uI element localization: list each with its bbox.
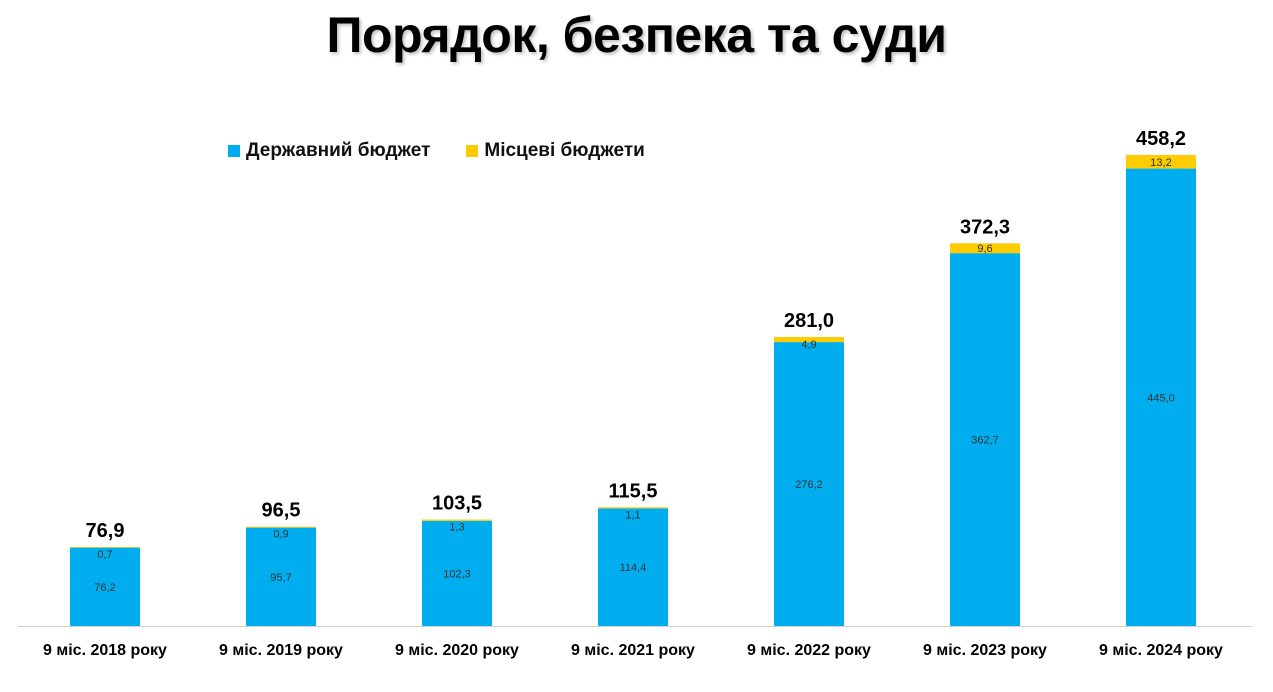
data-label: 0,9 (273, 529, 288, 541)
bar-local-segment (70, 546, 140, 548)
total-label: 76,9 (86, 520, 125, 542)
data-label: 114,4 (620, 562, 647, 574)
x-tick-label: 9 міс. 2019 року (219, 642, 343, 659)
x-tick-label: 9 міс. 2021 року (571, 642, 695, 659)
bar-state-segment (70, 547, 140, 626)
data-label: 95,7 (270, 572, 291, 584)
legend: Державний бюджет Місцеві бюджети (228, 140, 645, 162)
total-label: 115,5 (609, 480, 658, 502)
bar-state-segment (1126, 168, 1196, 627)
data-label: 76,2 (94, 582, 115, 594)
data-label: 445,0 (1147, 392, 1175, 404)
x-tick-label: 9 міс. 2020 року (395, 642, 519, 659)
bar-local-segment (1126, 155, 1196, 169)
bar-state-segment (422, 520, 492, 626)
legend-label: Місцеві бюджети (484, 140, 645, 161)
bar-local-segment (598, 507, 668, 509)
data-label: 0,7 (97, 549, 112, 561)
bar-state-segment (598, 508, 668, 626)
bar-state-segment (246, 527, 316, 626)
bar-state-segment (950, 253, 1020, 626)
legend-swatch-local (466, 145, 479, 157)
data-label: 102,3 (443, 568, 471, 580)
data-label: 1,1 (625, 509, 640, 521)
data-label: 276,2 (795, 479, 823, 491)
bar-local-segment (422, 519, 492, 521)
data-label: 362,7 (971, 435, 999, 447)
data-label: 13,2 (1150, 157, 1171, 169)
legend-label: Державний бюджет (246, 140, 431, 161)
bar-state-segment (774, 342, 844, 626)
bar-local-segment (246, 526, 316, 528)
total-label: 96,5 (262, 500, 301, 522)
bar-local-segment (774, 337, 844, 343)
total-label: 281,0 (784, 310, 834, 332)
x-tick-label: 9 міс. 2022 року (747, 642, 871, 659)
data-label: 9,6 (977, 243, 992, 255)
data-label: 1,3 (449, 522, 464, 534)
total-label: 103,5 (432, 493, 482, 515)
data-label: 4,9 (801, 339, 816, 351)
x-tick-label: 9 міс. 2023 року (923, 642, 1047, 659)
legend-item-local-budgets: Місцеві бюджети (466, 140, 645, 162)
total-label: 372,3 (960, 216, 1010, 238)
chart-title: Порядок, безпека та суди (326, 7, 947, 63)
legend-swatch-state (228, 145, 240, 157)
total-label: 458,2 (1136, 128, 1186, 150)
x-tick-label: 9 міс. 2018 року (43, 642, 167, 659)
bar-local-segment (950, 243, 1020, 254)
x-tick-label: 9 міс. 2024 року (1099, 642, 1223, 659)
legend-item-state-budget: Державний бюджет (228, 140, 430, 162)
